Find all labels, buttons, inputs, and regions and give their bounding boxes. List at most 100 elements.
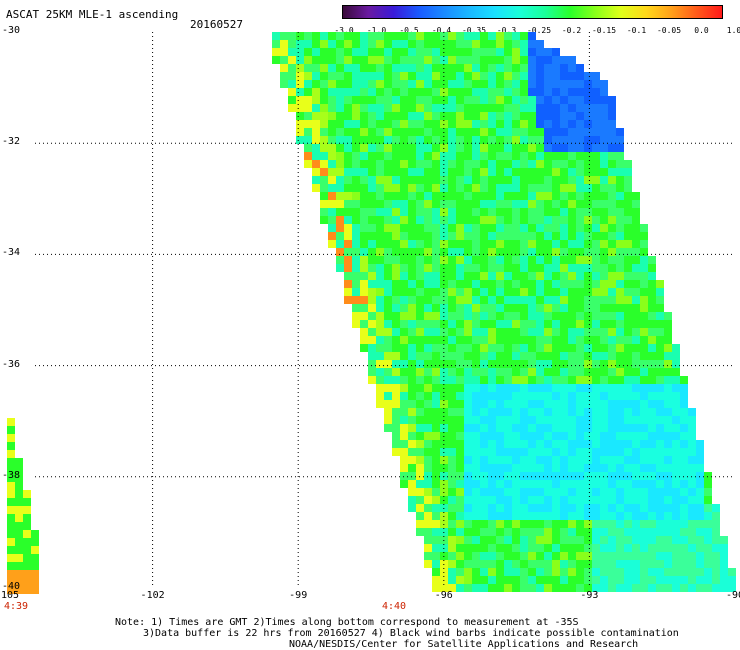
swath-cell <box>488 504 496 512</box>
swath-cell <box>568 144 576 152</box>
swath-cell <box>528 248 536 256</box>
swath-cell <box>576 104 584 112</box>
swath-cell <box>392 136 400 144</box>
swath-cell <box>632 472 640 480</box>
swath-cell <box>560 224 568 232</box>
swath-cell <box>408 344 416 352</box>
swath-cell <box>480 352 488 360</box>
swath-cell <box>568 512 576 520</box>
swath-cell <box>512 456 520 464</box>
swath-cell <box>560 136 568 144</box>
swath-cell <box>632 312 640 320</box>
swath-cell <box>696 504 704 512</box>
swath-cell <box>472 48 480 56</box>
swath-cell <box>648 552 656 560</box>
swath-cell <box>520 152 528 160</box>
swath-cell <box>488 424 496 432</box>
swath-cell <box>648 352 656 360</box>
swath-cell <box>15 522 23 530</box>
swath-cell <box>320 168 328 176</box>
swath-cell <box>416 360 424 368</box>
swath-cell <box>408 408 416 416</box>
swath-cell <box>296 120 304 128</box>
swath-cell <box>632 336 640 344</box>
swath-cell <box>408 56 416 64</box>
swath-cell <box>512 296 520 304</box>
swath-cell <box>456 544 464 552</box>
swath-cell <box>544 176 552 184</box>
swath-cell <box>512 256 520 264</box>
swath-cell <box>608 120 616 128</box>
swath-cell <box>648 464 656 472</box>
swath-cell <box>376 264 384 272</box>
swath-cell <box>584 400 592 408</box>
swath-cell <box>352 120 360 128</box>
swath-cell <box>512 40 520 48</box>
swath-cell <box>400 448 408 456</box>
swath-cell <box>584 264 592 272</box>
swath-cell <box>432 544 440 552</box>
swath-cell <box>576 296 584 304</box>
swath-cell <box>384 104 392 112</box>
swath-cell <box>608 536 616 544</box>
swath-cell <box>352 152 360 160</box>
swath-cell <box>576 160 584 168</box>
swath-cell <box>472 256 480 264</box>
swath-cell <box>624 344 632 352</box>
swath-cell <box>336 232 344 240</box>
swath-cell <box>592 464 600 472</box>
swath-cell <box>448 144 456 152</box>
swath-cell <box>656 544 664 552</box>
swath-cell <box>536 448 544 456</box>
swath-cell <box>392 120 400 128</box>
swath-cell <box>448 392 456 400</box>
swath-cell <box>528 504 536 512</box>
swath-cell <box>472 384 480 392</box>
swath-cell <box>616 280 624 288</box>
swath-cell <box>448 296 456 304</box>
swath-cell <box>696 512 704 520</box>
swath-cell <box>368 288 376 296</box>
swath-cell <box>536 464 544 472</box>
swath-cell <box>520 112 528 120</box>
swath-cell <box>344 216 352 224</box>
swath-cell <box>496 256 504 264</box>
swath-cell <box>592 176 600 184</box>
swath-cell <box>664 560 672 568</box>
swath-cell <box>360 40 368 48</box>
swath-cell <box>480 400 488 408</box>
swath-cell <box>504 272 512 280</box>
swath-cell <box>648 480 656 488</box>
swath-cell <box>312 176 320 184</box>
swath-cell <box>664 320 672 328</box>
swath-cell <box>584 464 592 472</box>
swath-cell <box>496 56 504 64</box>
swath-cell <box>464 512 472 520</box>
swath-cell <box>416 384 424 392</box>
swath-cell <box>560 192 568 200</box>
swath-cell <box>400 176 408 184</box>
swath-cell <box>432 472 440 480</box>
swath-cell <box>328 232 336 240</box>
swath-cell <box>680 464 688 472</box>
swath-cell <box>600 464 608 472</box>
swath-cell <box>536 512 544 520</box>
swath-cell <box>472 184 480 192</box>
swath-cell <box>432 344 440 352</box>
swath-cell <box>536 208 544 216</box>
swath-cell <box>528 96 536 104</box>
swath-cell <box>432 208 440 216</box>
swath-cell <box>368 200 376 208</box>
swath-cell <box>488 208 496 216</box>
swath-cell <box>584 280 592 288</box>
swath-cell <box>432 64 440 72</box>
swath-cell <box>568 176 576 184</box>
swath-cell <box>600 368 608 376</box>
swath-cell <box>312 144 320 152</box>
swath-cell <box>416 512 424 520</box>
swath-cell <box>416 32 424 40</box>
swath-cell <box>584 368 592 376</box>
swath-cell <box>344 224 352 232</box>
swath-cell <box>416 64 424 72</box>
swath-cell <box>632 392 640 400</box>
